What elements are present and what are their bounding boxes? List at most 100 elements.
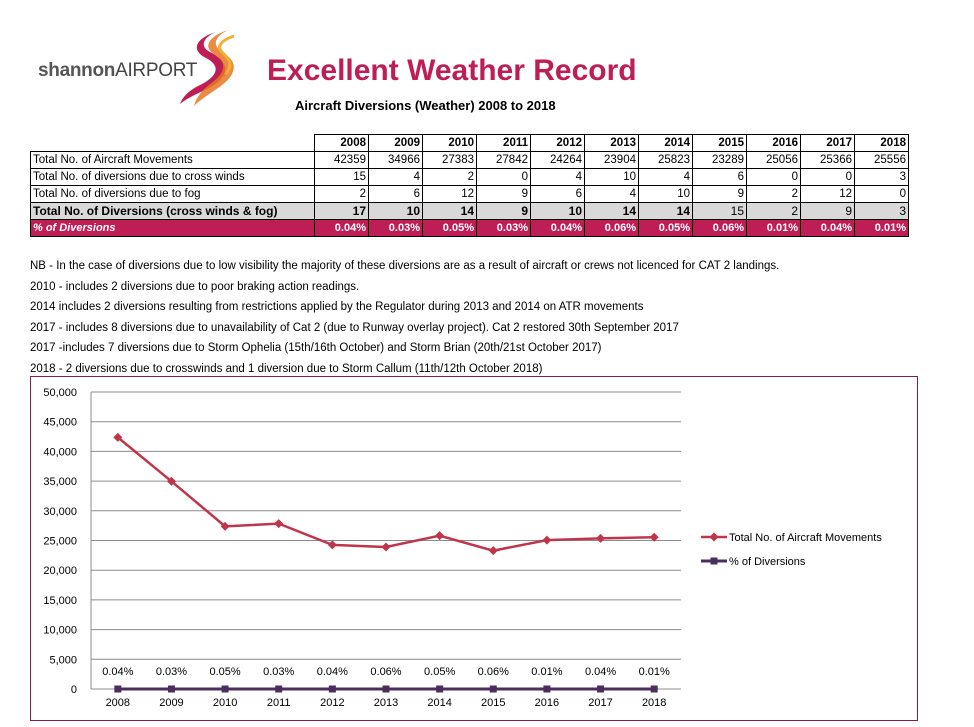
data-point-movements bbox=[327, 540, 337, 550]
table-cell: 4 bbox=[530, 168, 585, 186]
data-point-diversions bbox=[543, 685, 551, 693]
row-label: Total No. of Diversions (cross winds & f… bbox=[30, 202, 315, 220]
table-cell: 9 bbox=[476, 202, 531, 220]
table-cell: 27842 bbox=[476, 151, 531, 169]
data-point-movements bbox=[274, 519, 284, 529]
y-tick-label: 40,000 bbox=[43, 446, 77, 458]
row-label: Total No. of diversions due to cross win… bbox=[30, 168, 315, 186]
table-cell: 0 bbox=[854, 185, 909, 203]
line-chart: 0 5,000 10,000 15,000 20,000 25,000 30,000 35,0… bbox=[43, 387, 882, 709]
table-cell: 15 bbox=[314, 168, 369, 186]
table-cell: 0.01% bbox=[746, 219, 801, 237]
year-header: 2011 bbox=[476, 134, 531, 152]
data-point-diversions bbox=[221, 685, 229, 693]
note-line: NB - In the case of diversions due to lo… bbox=[30, 260, 780, 272]
table-cell: 0.05% bbox=[638, 219, 693, 237]
data-label: 0.04% bbox=[585, 666, 616, 678]
legend-label-movements: Total No. of Aircraft Movements bbox=[729, 532, 882, 544]
year-header: 2014 bbox=[638, 134, 693, 152]
series-line-movements bbox=[117, 436, 655, 552]
x-tick-label: 2010 bbox=[213, 697, 237, 709]
x-tick-label: 2011 bbox=[267, 697, 291, 709]
table-cell: 9 bbox=[476, 185, 531, 203]
table-cell: 17 bbox=[314, 202, 369, 220]
table-cell: 10 bbox=[584, 168, 639, 186]
x-tick-label: 2009 bbox=[159, 697, 183, 709]
y-tick-label: 35,000 bbox=[43, 476, 77, 488]
table-cell: 4 bbox=[368, 168, 423, 186]
x-tick-label: 2012 bbox=[320, 697, 344, 709]
data-label: 0.01% bbox=[639, 666, 670, 678]
table-cell: 2 bbox=[746, 185, 801, 203]
table-cell: 12 bbox=[422, 185, 477, 203]
table-cell: 4 bbox=[638, 168, 693, 186]
table-cell: 0.06% bbox=[692, 219, 747, 237]
table-cell: 10 bbox=[530, 202, 585, 220]
year-header: 2016 bbox=[746, 134, 801, 152]
table-cell: 0.03% bbox=[476, 219, 531, 237]
note-line: 2018 - 2 diversions due to crosswinds an… bbox=[30, 362, 543, 375]
data-point-diversions bbox=[167, 685, 175, 693]
table-cell: 10 bbox=[638, 185, 693, 203]
table-cell: 0.05% bbox=[422, 219, 477, 237]
table-cell: 0.01% bbox=[854, 219, 909, 237]
logo-brand: shannon bbox=[38, 60, 116, 81]
page-subtitle: Aircraft Diversions (Weather) 2008 to 20… bbox=[295, 98, 556, 113]
y-tick-label: 20,000 bbox=[43, 565, 77, 577]
table-cell: 2 bbox=[314, 185, 369, 203]
data-point-movements bbox=[113, 432, 123, 442]
table-cell: 34966 bbox=[368, 151, 423, 169]
row-label: % of Diversions bbox=[30, 219, 315, 237]
legend-marker-diversions bbox=[710, 557, 718, 565]
data-point-diversions bbox=[328, 685, 336, 693]
diversions-table: 2008 2009 2010 2011 2012 2013 2014 2015 … bbox=[30, 134, 909, 237]
note-line: 2017 - includes 8 diversions due to unav… bbox=[30, 321, 679, 334]
data-label: 0.03% bbox=[263, 666, 294, 678]
x-tick-label: 2013 bbox=[374, 697, 398, 709]
table-cell: 3 bbox=[854, 202, 909, 220]
logo-suffix: AIRPORT bbox=[115, 60, 198, 81]
table-cell: 25056 bbox=[746, 151, 801, 169]
data-point-diversions bbox=[489, 685, 497, 693]
table-cell: 9 bbox=[800, 202, 855, 220]
table-cell: 6 bbox=[692, 168, 747, 186]
data-point-movements bbox=[596, 533, 606, 543]
data-label: 0.05% bbox=[424, 666, 455, 678]
table-cell: 25366 bbox=[800, 151, 855, 169]
row-label: Total No. of Aircraft Movements bbox=[30, 151, 315, 169]
table-cell: 14 bbox=[422, 202, 477, 220]
table-cell: 3 bbox=[854, 168, 909, 186]
x-tick-label: 2017 bbox=[588, 697, 612, 709]
shannon-airport-logo: shannonAIRPORT bbox=[38, 28, 238, 108]
data-label: 0.04% bbox=[102, 666, 133, 678]
row-label: Total No. of diversions due to fog bbox=[30, 185, 315, 203]
table-cell: 0.04% bbox=[314, 219, 369, 237]
year-header: 2013 bbox=[584, 134, 639, 152]
table-cell: 42359 bbox=[314, 151, 369, 169]
data-point-movements bbox=[649, 532, 659, 542]
table-cell: 25823 bbox=[638, 151, 693, 169]
data-point-movements bbox=[435, 531, 445, 541]
swirl-logo-icon bbox=[180, 30, 235, 106]
table-cell: 25556 bbox=[854, 151, 909, 169]
table-cell: 10 bbox=[368, 202, 423, 220]
x-tick-label: 2016 bbox=[535, 697, 559, 709]
table-cell: 0.04% bbox=[530, 219, 585, 237]
data-label: 0.06% bbox=[478, 666, 509, 678]
table-cell: 9 bbox=[692, 185, 747, 203]
data-point-movements bbox=[542, 535, 552, 545]
y-tick-label: 10,000 bbox=[43, 625, 77, 637]
table-cell: 15 bbox=[692, 202, 747, 220]
table-cell: 14 bbox=[584, 202, 639, 220]
table-cell: 2 bbox=[746, 202, 801, 220]
data-point-diversions bbox=[275, 685, 283, 693]
data-label: 0.03% bbox=[156, 666, 187, 678]
data-label: 0.05% bbox=[209, 666, 240, 678]
data-point-diversions bbox=[114, 685, 122, 693]
table-cell: 12 bbox=[800, 185, 855, 203]
data-label: 0.04% bbox=[317, 666, 348, 678]
notes-section: NB - In the case of diversions due to lo… bbox=[30, 256, 779, 379]
table-cell: 0.06% bbox=[584, 219, 639, 237]
table-cell: 0 bbox=[800, 168, 855, 186]
note-line: 2017 -includes 7 diversions due to Storm… bbox=[30, 342, 602, 354]
